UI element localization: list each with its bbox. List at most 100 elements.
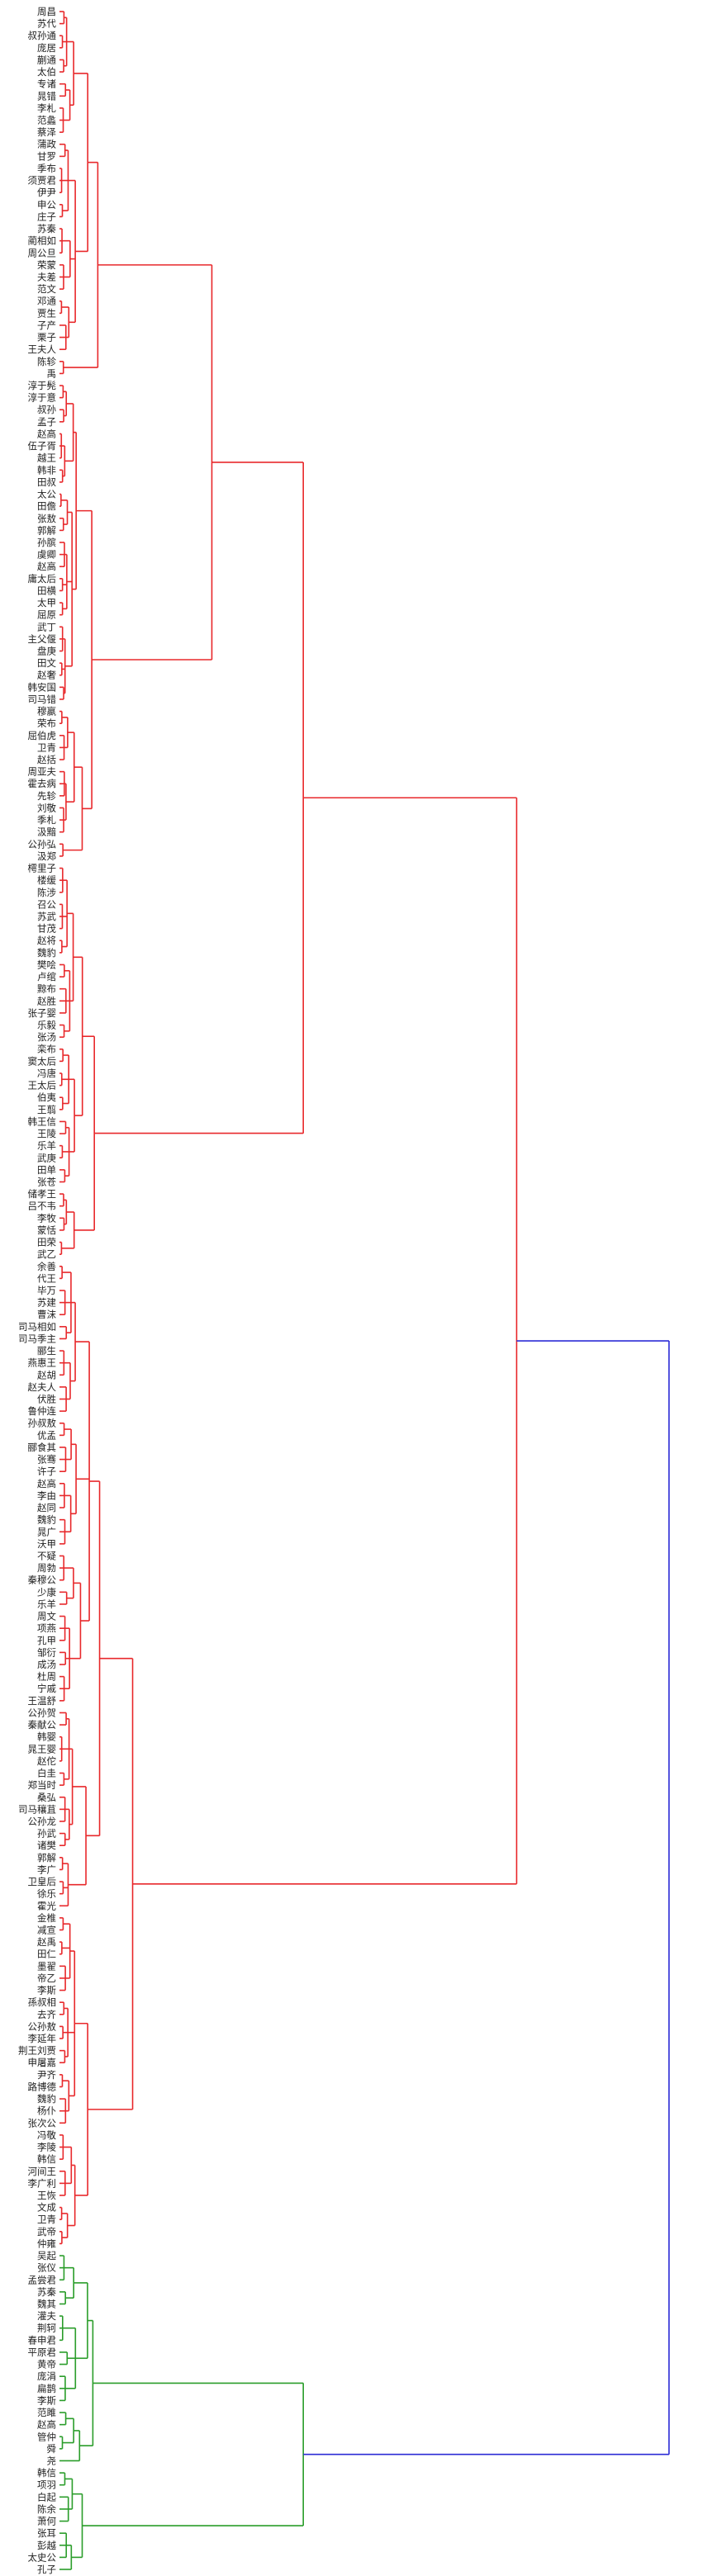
leaf-label: 鲁仲连 bbox=[28, 1405, 57, 1417]
leaf-label: 秦献公 bbox=[28, 1719, 57, 1731]
leaf-label: 庄子 bbox=[37, 211, 56, 222]
leaf-label: 春申君 bbox=[28, 2334, 57, 2346]
leaf-label: 减宣 bbox=[37, 1925, 56, 1936]
leaf-label: 季布 bbox=[37, 163, 56, 174]
leaf-label: 李广利 bbox=[28, 2177, 57, 2189]
leaf-label: 荆轲 bbox=[37, 2323, 56, 2334]
leaf-label: 樊哙 bbox=[37, 959, 56, 970]
leaf-label: 先轸 bbox=[37, 790, 56, 802]
leaf-label: 韩王信 bbox=[28, 1115, 57, 1127]
leaf-label: 田荣 bbox=[37, 1237, 56, 1248]
leaf-label: 伍子胥 bbox=[28, 440, 57, 452]
leaf-label: 田文 bbox=[37, 657, 56, 669]
leaf-label: 赵高 bbox=[37, 561, 56, 572]
leaf-label: 舜 bbox=[47, 2443, 57, 2455]
leaf-label: 王陵 bbox=[37, 1128, 56, 1139]
leaf-label: 窦太后 bbox=[28, 1055, 57, 1067]
leaf-label: 申屠嘉 bbox=[28, 2057, 57, 2068]
leaf-label: 楼缓 bbox=[37, 874, 56, 886]
leaf-label: 曹沫 bbox=[37, 1309, 56, 1320]
leaf-label: 苏秦 bbox=[37, 2286, 56, 2298]
leaf-label: 平原君 bbox=[28, 2346, 57, 2358]
leaf-label: 毕万 bbox=[37, 1285, 56, 1296]
leaf-label: 荆王刘贾 bbox=[18, 2045, 56, 2057]
leaf-label: 甘罗 bbox=[37, 150, 56, 162]
leaf-label: 范雎 bbox=[37, 2407, 56, 2418]
leaf-label: 夫差 bbox=[37, 271, 56, 282]
leaf-label: 魏豹 bbox=[37, 2093, 56, 2105]
leaf-label: 刘敬 bbox=[37, 802, 56, 813]
leaf-label: 李陵 bbox=[37, 2142, 56, 2153]
leaf-label: 庞涓 bbox=[37, 2370, 56, 2382]
leaf-label: 召公 bbox=[37, 898, 56, 910]
leaf-label: 伏胜 bbox=[37, 1394, 56, 1405]
leaf-label: 赵佗 bbox=[37, 1755, 56, 1767]
leaf-label: 庸太后 bbox=[28, 573, 57, 585]
leaf-label: 路博德 bbox=[28, 2081, 57, 2092]
leaf-label: 孔子 bbox=[37, 2564, 56, 2575]
leaf-label: 霍光 bbox=[37, 1900, 56, 1911]
leaf-label: 赵夫人 bbox=[28, 1381, 57, 1393]
leaf-label: 晁错 bbox=[37, 90, 56, 102]
leaf-label: 杨仆 bbox=[37, 2105, 56, 2117]
leaf-label: 赵高 bbox=[37, 428, 56, 439]
leaf-label: 司马季主 bbox=[18, 1333, 56, 1344]
leaf-label: 晁广 bbox=[37, 1526, 56, 1537]
leaf-label: 少康 bbox=[37, 1586, 56, 1598]
leaf-label: 萧何 bbox=[37, 2516, 56, 2527]
leaf-label: 魏豹 bbox=[37, 1514, 56, 1526]
leaf-label: 张敖 bbox=[37, 513, 56, 524]
leaf-label: 王恢 bbox=[37, 2190, 56, 2201]
leaf-label: 贾生 bbox=[37, 307, 56, 319]
leaf-label: 樗里子 bbox=[28, 863, 57, 874]
leaf-label: 盘庚 bbox=[37, 646, 56, 657]
leaf-label: 庞居 bbox=[37, 42, 56, 54]
leaf-label: 卢绾 bbox=[37, 971, 56, 983]
leaf-label: 范蠡 bbox=[37, 115, 56, 126]
leaf-label: 周文 bbox=[37, 1611, 56, 1622]
leaf-label: 叔孙通 bbox=[28, 30, 57, 41]
leaf-label: 韩婴 bbox=[37, 1731, 56, 1743]
leaf-label: 孔甲 bbox=[37, 1635, 56, 1646]
leaf-label: 晁王婴 bbox=[28, 1743, 57, 1754]
leaf-label: 孙叔敖 bbox=[28, 1418, 57, 1429]
leaf-label: 孟尝君 bbox=[28, 2274, 57, 2285]
leaf-label: 李札 bbox=[37, 102, 56, 114]
leaf-label: 尹齐 bbox=[37, 2069, 56, 2081]
leaf-label: 田仁 bbox=[37, 1949, 56, 1960]
leaf-label: 伊尹 bbox=[37, 187, 56, 198]
leaf-label: 申公 bbox=[37, 199, 56, 211]
leaf-label: 赵奢 bbox=[37, 670, 56, 681]
leaf-label: 卫青 bbox=[37, 2214, 56, 2225]
leaf-label: 武乙 bbox=[37, 1248, 56, 1260]
leaf-label: 赵高 bbox=[37, 1478, 56, 1489]
leaf-label: 乐羊 bbox=[37, 1140, 56, 1152]
leaf-label: 李斯 bbox=[37, 1985, 56, 1996]
leaf-label: 伯夷 bbox=[37, 1091, 56, 1103]
leaf-label: 李广 bbox=[37, 1863, 56, 1875]
leaf-label: 沃甲 bbox=[37, 1538, 56, 1550]
leaf-label: 太伯 bbox=[37, 66, 56, 78]
leaf-label: 蒯通 bbox=[37, 54, 56, 65]
leaf-label: 王温舒 bbox=[28, 1695, 57, 1707]
leaf-label: 彭越 bbox=[37, 2540, 56, 2551]
leaf-label: 帝乙 bbox=[37, 1972, 56, 1984]
leaf-label: 乐毅 bbox=[37, 1020, 56, 1031]
leaf-label: 尧 bbox=[47, 2455, 57, 2466]
leaf-label: 徐乐 bbox=[37, 1888, 56, 1900]
dendrogram-branches bbox=[59, 11, 670, 2570]
leaf-label: 黥布 bbox=[37, 983, 56, 995]
leaf-label: 子产 bbox=[37, 320, 56, 331]
leaf-label: 李牧 bbox=[37, 1212, 56, 1224]
leaf-label: 霍去病 bbox=[28, 778, 57, 789]
leaf-label: 主父偃 bbox=[28, 633, 57, 645]
leaf-label: 郦生 bbox=[37, 1345, 56, 1357]
leaf-label: 河间王 bbox=[28, 2166, 57, 2177]
leaf-label: 汲郑 bbox=[37, 850, 56, 862]
leaf-label: 陈轸 bbox=[37, 356, 56, 367]
leaf-label: 杜周 bbox=[37, 1671, 56, 1683]
leaf-label: 冯唐 bbox=[37, 1068, 56, 1079]
leaf-label: 季札 bbox=[37, 814, 56, 826]
leaf-label: 淳于意 bbox=[28, 392, 57, 404]
leaf-label: 王夫人 bbox=[28, 343, 57, 355]
